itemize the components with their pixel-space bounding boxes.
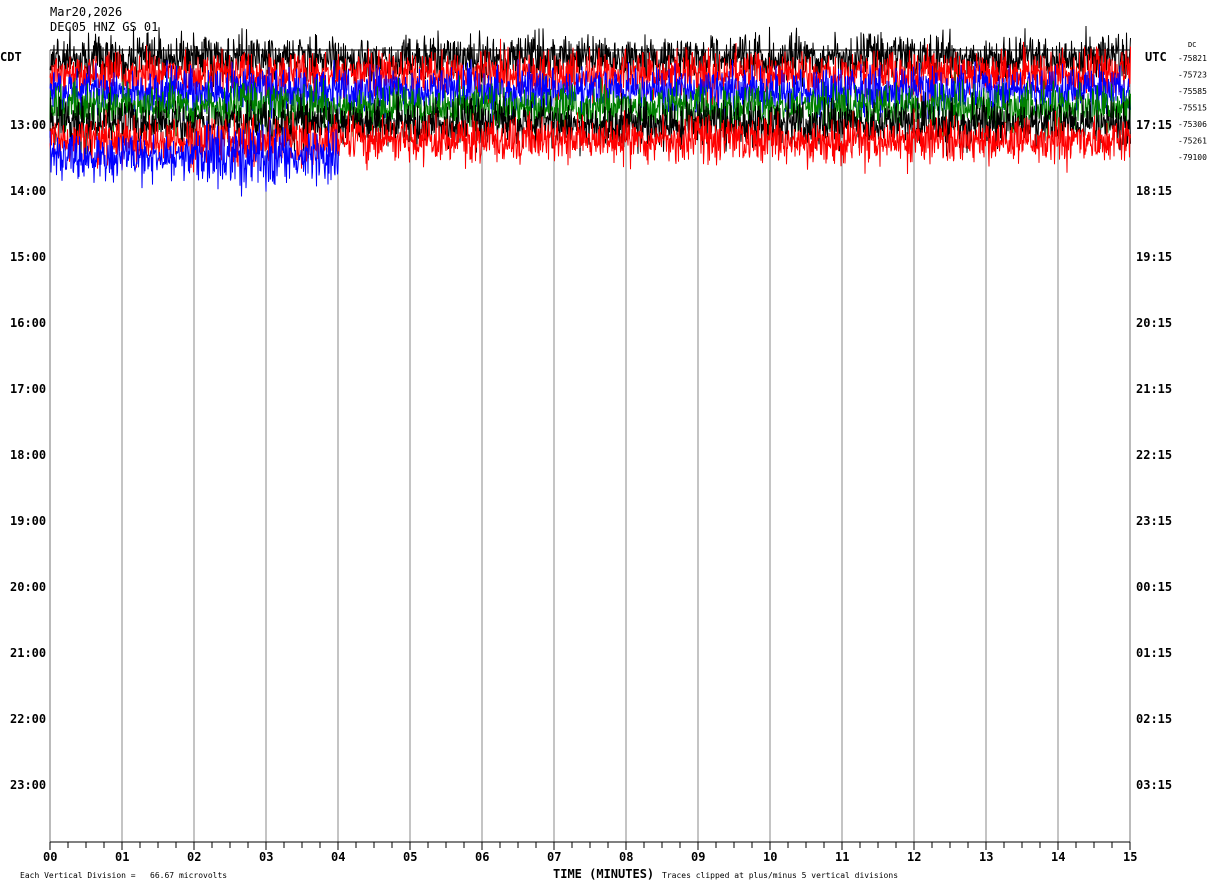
x-tick-label: 05	[403, 850, 417, 864]
dc-offset-label: -75261	[1178, 137, 1207, 146]
x-tick-label: 13	[979, 850, 993, 864]
right-hour-label: 19:15	[1136, 250, 1172, 264]
left-timezone: CDT	[0, 50, 22, 64]
left-hour-label: 21:00	[10, 646, 46, 660]
left-hour-label: 23:00	[10, 778, 46, 792]
x-tick-label: 08	[619, 850, 633, 864]
dc-header: DC	[1188, 41, 1196, 49]
right-hour-label: 20:15	[1136, 316, 1172, 330]
right-hour-label: 01:15	[1136, 646, 1172, 660]
right-hour-label: 21:15	[1136, 382, 1172, 396]
seismic-trace	[49, 91, 1131, 157]
dc-offset-label: -75585	[1178, 87, 1207, 96]
seismic-trace	[49, 119, 339, 197]
right-hour-label: 17:15	[1136, 118, 1172, 132]
x-tick-label: 14	[1051, 850, 1065, 864]
x-tick-label: 04	[331, 850, 345, 864]
x-tick-label: 00	[43, 850, 57, 864]
x-tick-label: 11	[835, 850, 849, 864]
x-tick-label: 01	[115, 850, 129, 864]
x-tick-label: 10	[763, 850, 777, 864]
x-tick-label: 06	[475, 850, 489, 864]
date-label: Mar20,2026	[50, 5, 122, 19]
left-hour-label: 15:00	[10, 250, 46, 264]
right-timezone: UTC	[1145, 50, 1167, 64]
x-tick-label: 09	[691, 850, 705, 864]
right-hour-label: 02:15	[1136, 712, 1172, 726]
dc-offset-label: -75306	[1178, 120, 1207, 129]
seismic-trace	[49, 108, 1131, 175]
x-tick-label: 07	[547, 850, 561, 864]
x-axis-label: TIME (MINUTES)	[553, 867, 654, 881]
left-hour-label: 16:00	[10, 316, 46, 330]
right-hour-label: 03:15	[1136, 778, 1172, 792]
footer-clip: Traces clipped at plus/minus 5 vertical …	[662, 871, 898, 880]
x-tick-label: 03	[259, 850, 273, 864]
left-hour-label: 18:00	[10, 448, 46, 462]
right-hour-label: 18:15	[1136, 184, 1172, 198]
left-hour-label: 19:00	[10, 514, 46, 528]
left-hour-label: 20:00	[10, 580, 46, 594]
left-hour-label: 14:00	[10, 184, 46, 198]
x-tick-label: 02	[187, 850, 201, 864]
footer-scale: Each Vertical Division = 66.67 microvolt…	[20, 871, 227, 880]
left-hour-label: 17:00	[10, 382, 46, 396]
right-hour-label: 00:15	[1136, 580, 1172, 594]
x-tick-label: 15	[1123, 850, 1137, 864]
left-hour-label: 13:00	[10, 118, 46, 132]
right-hour-label: 22:15	[1136, 448, 1172, 462]
dc-offset-label: -75821	[1178, 54, 1207, 63]
dc-offset-label: -79100	[1178, 153, 1207, 162]
station-label: DEC05 HNZ GS 01	[50, 20, 158, 34]
dc-offset-label: -75723	[1178, 71, 1207, 80]
dc-offset-label: -75515	[1178, 104, 1207, 113]
right-hour-label: 23:15	[1136, 514, 1172, 528]
left-hour-label: 22:00	[10, 712, 46, 726]
x-tick-label: 12	[907, 850, 921, 864]
